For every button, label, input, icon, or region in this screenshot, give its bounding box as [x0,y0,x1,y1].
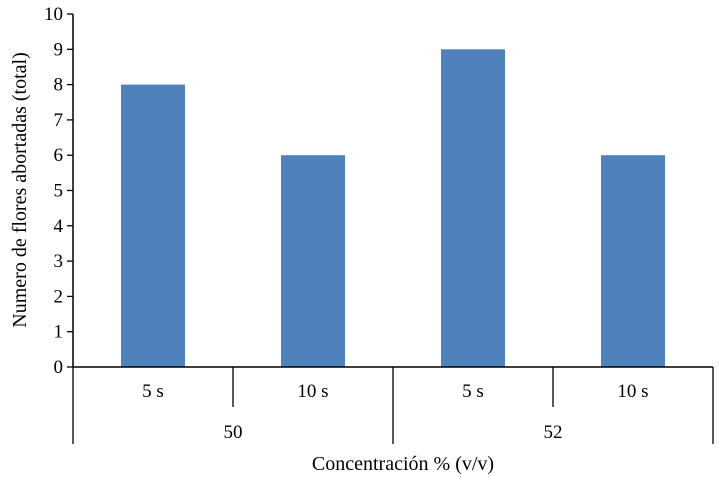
x-axis: 5 s 10 s 5 s 10 s 50 52 [72,366,714,444]
x-group-label: 52 [544,422,563,443]
y-tick-label: 10 [44,4,63,25]
bar [601,155,665,367]
y-tick-label: 9 [54,39,64,60]
y-tick-label: 1 [54,322,64,343]
x-category-label: 10 s [617,381,648,402]
y-tick-label: 5 [54,181,64,202]
x-category-label: 10 s [297,381,328,402]
y-tick-label: 7 [54,110,64,131]
x-axis-title: Concentración % (v/v) [312,453,494,475]
y-tick-label: 0 [54,357,64,378]
x-category-label: 5 s [142,381,164,402]
bar [121,84,185,367]
y-axis-ticks: 0 1 2 3 4 5 6 7 8 9 10 [44,4,73,378]
bars [121,49,665,368]
y-tick-label: 6 [54,145,64,166]
y-tick-label: 2 [54,286,64,307]
y-tick-label: 8 [54,75,64,96]
x-group-label: 50 [224,422,243,443]
y-axis-title: Numero de flores abortadas (total) [9,52,31,327]
bar [441,49,505,368]
y-tick-label: 3 [54,251,64,272]
x-category-label: 5 s [462,381,484,402]
bar [281,155,345,367]
y-tick-label: 4 [54,216,64,237]
